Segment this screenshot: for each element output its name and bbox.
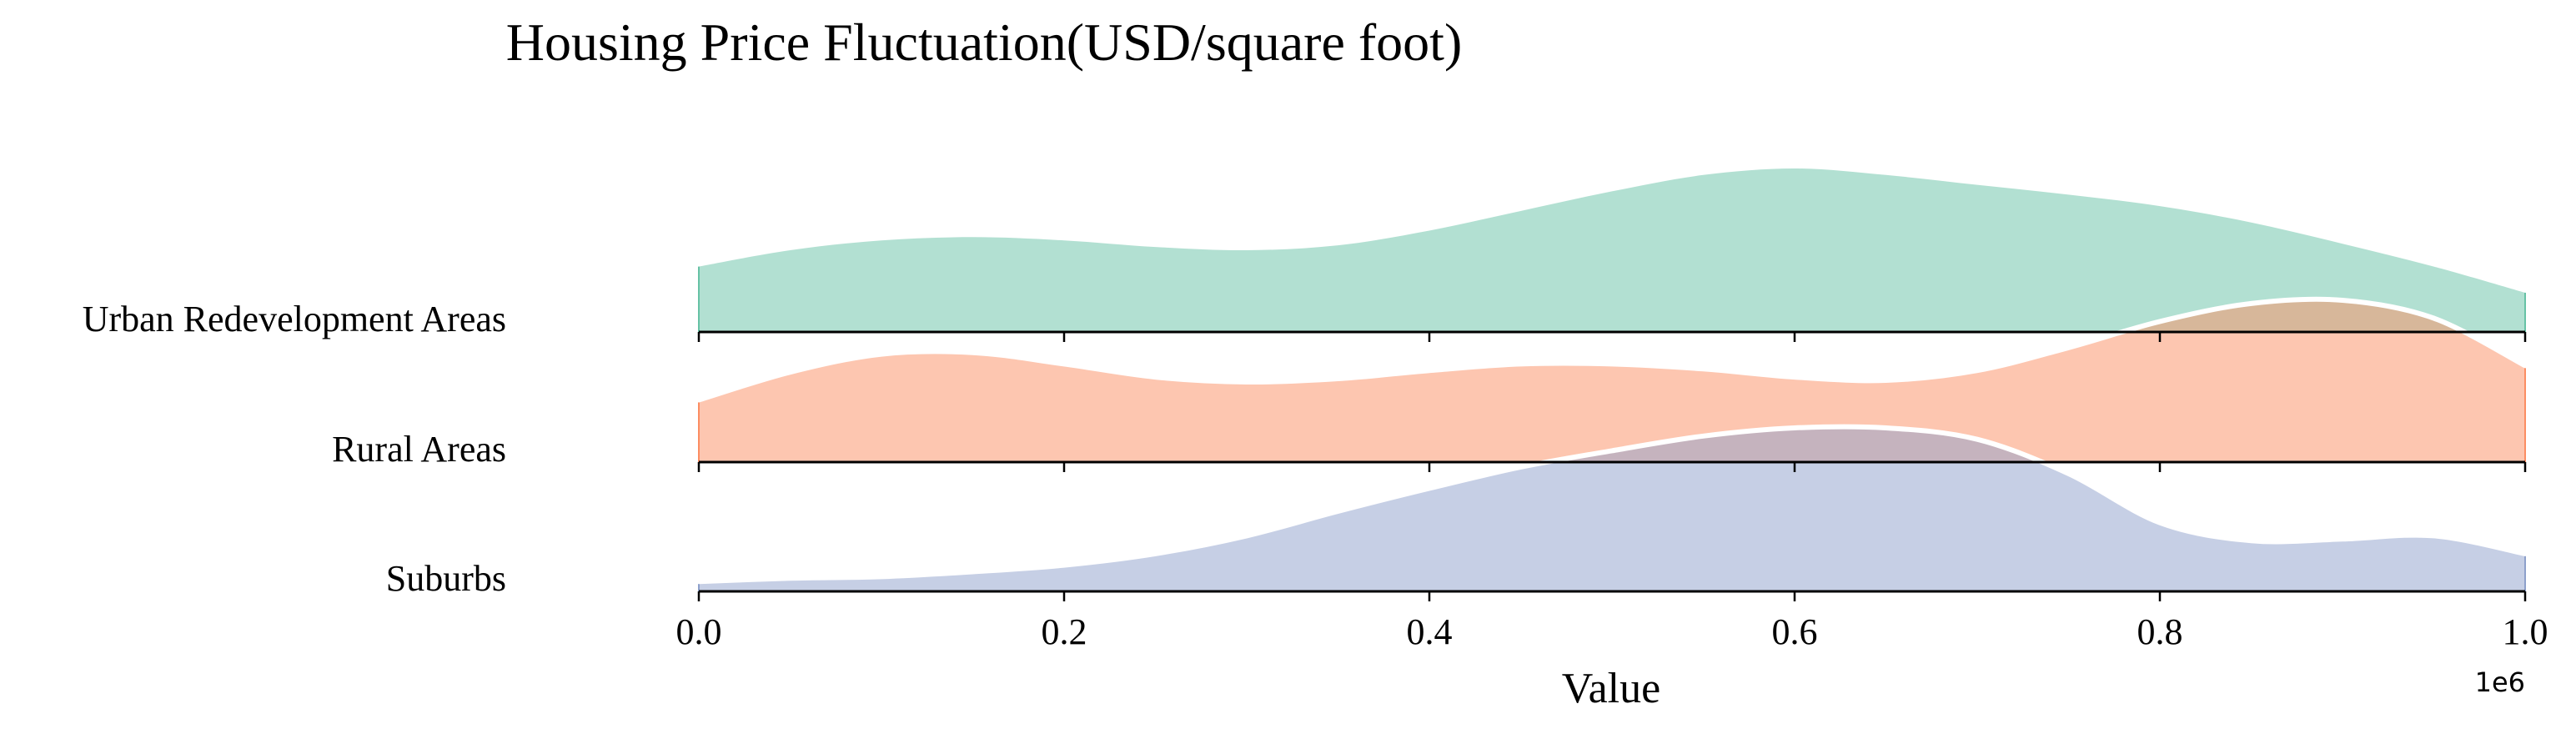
category-label-suburbs: Suburbs: [386, 558, 506, 599]
x-axis-offset-label: 1e6: [2475, 666, 2525, 698]
ridges-layer: [696, 168, 2528, 591]
category-label-rural-areas: Rural Areas: [332, 429, 506, 470]
category-labels-layer: Urban Redevelopment Areas Rural Areas Subu…: [83, 299, 506, 599]
x-tick-label-5: 1.0: [2503, 611, 2548, 652]
chart-title: Housing Price Fluctuation(USD/square foo…: [506, 13, 1463, 72]
x-axis-label: Value: [1562, 665, 1660, 712]
ridge-outline-suburbs: [696, 424, 2528, 585]
x-tick-label-4: 0.8: [2137, 611, 2183, 652]
ridge-area-suburbs: [699, 426, 2525, 591]
ridge-area-rural-areas: [699, 299, 2525, 462]
ridge-area-urban-redevelopment-areas: [699, 168, 2525, 332]
axes-layer: [699, 330, 2525, 593]
category-label-urban-redevelopment-areas: Urban Redevelopment Areas: [83, 299, 506, 339]
x-tick-label-0: 0.0: [676, 611, 722, 652]
x-ticks-layer: 0.0 0.2 0.4 0.6 0.8 1.0: [676, 332, 2548, 652]
x-tick-label-3: 0.6: [1772, 611, 1818, 652]
ridge-outline-rural-areas: [696, 296, 2528, 403]
x-tick-label-2: 0.4: [1407, 611, 1453, 652]
x-tick-label-1: 0.2: [1042, 611, 1087, 652]
